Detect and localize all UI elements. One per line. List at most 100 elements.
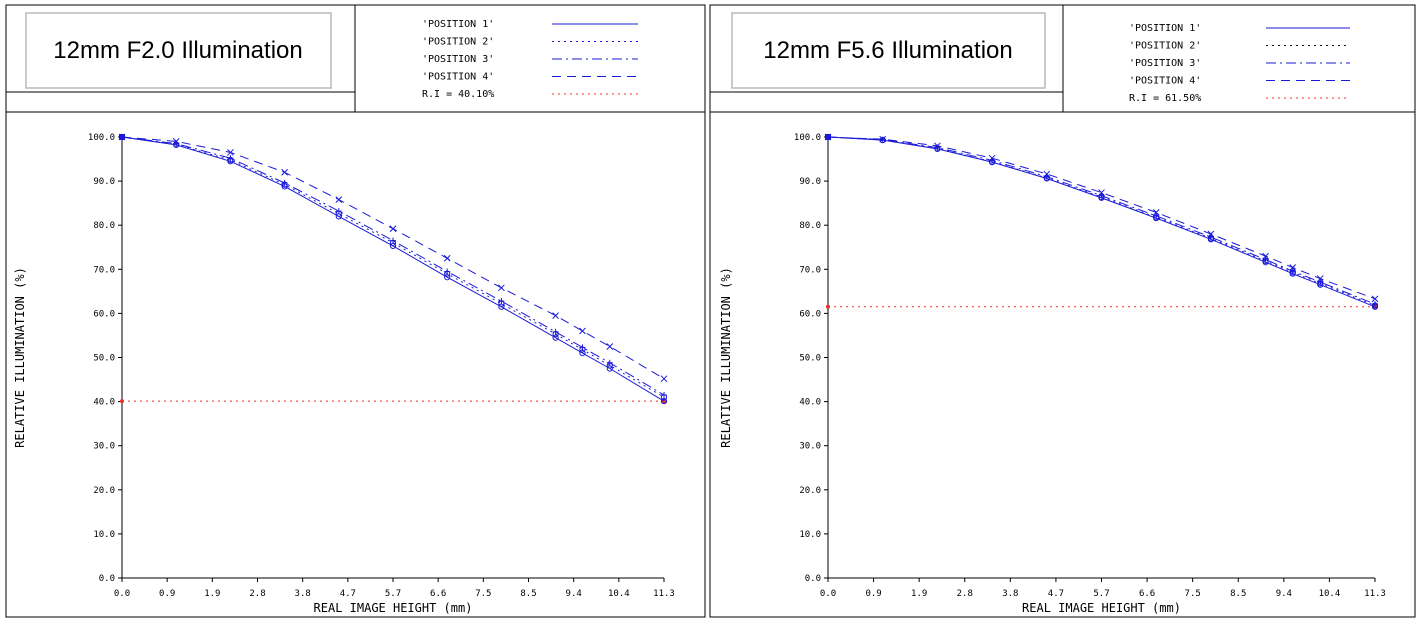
x-axis-label: REAL IMAGE HEIGHT (mm) [314, 601, 473, 615]
legend: 'POSITION 1' 'POSITION 2' 'POSITION 3' 'POS… [422, 19, 638, 100]
x-tick-label: 6.6 [1139, 589, 1155, 599]
chart-title: 12mm F5.6 Illumination [763, 37, 1012, 64]
data-point [661, 391, 667, 398]
data-point [1098, 189, 1105, 196]
x-tick-label: 0.0 [820, 589, 836, 599]
x-tick-label: 11.3 [1364, 589, 1386, 599]
y-tick-label: 0.0 [99, 574, 115, 584]
data-point [606, 359, 613, 366]
data-point [606, 343, 614, 350]
y-tick-label: 100.0 [794, 133, 821, 143]
x-tick-label: 8.5 [1230, 589, 1246, 599]
data-point [335, 196, 343, 203]
plot-area: 0.0 10.0 20.0 30.0 40.0 50.0 60.0 70.0 80.0 90.0 1… [13, 133, 675, 615]
data-point [552, 312, 559, 319]
x-tick-label: 0.0 [114, 589, 130, 599]
x-tick-label: 4.7 [340, 589, 356, 599]
legend-label: R.I = 40.10% [422, 89, 494, 100]
data-point [444, 268, 451, 275]
legend-label: 'POSITION 3' [422, 54, 494, 65]
data-point [579, 349, 586, 357]
y-tick-label: 40.0 [799, 398, 821, 408]
origin-marker [119, 134, 125, 140]
x-tick-label: 9.4 [566, 589, 582, 599]
series-line-3 [827, 136, 1376, 305]
data-point [227, 149, 234, 156]
data-point [498, 284, 505, 292]
data-point [1098, 192, 1105, 199]
legend-label: 'POSITION 2' [422, 37, 494, 48]
y-tick-label: 10.0 [799, 530, 821, 540]
y-tick-label: 90.0 [799, 177, 821, 187]
data-point [227, 155, 234, 162]
series-line-4 [121, 136, 665, 380]
y-tick-label: 10.0 [93, 530, 115, 540]
y-tick-label: 70.0 [93, 265, 115, 275]
data-point [988, 154, 996, 162]
x-axis-label: REAL IMAGE HEIGHT (mm) [1022, 601, 1181, 615]
x-tick-label: 5.7 [385, 589, 401, 599]
y-tick-label: 20.0 [799, 486, 821, 496]
legend-label: 'POSITION 3' [1129, 58, 1201, 69]
y-tick-label: 30.0 [93, 442, 115, 452]
data-point [1043, 170, 1051, 178]
legend-label: 'POSITION 1' [1129, 23, 1201, 34]
y-tick-label: 50.0 [799, 354, 821, 364]
x-tick-label: 6.6 [430, 589, 446, 599]
data-point [1317, 279, 1324, 286]
y-axis-label: RELATIVE ILLUMINATION (%) [719, 267, 733, 448]
x-tick-label: 3.8 [1002, 589, 1018, 599]
legend-label: R.I = 61.50% [1129, 93, 1201, 104]
x-tick-label: 8.5 [520, 589, 536, 599]
data-point [1262, 256, 1269, 263]
x-tick-label: 4.7 [1048, 589, 1064, 599]
x-tick-label: 0.9 [159, 589, 175, 599]
y-tick-label: 80.0 [93, 221, 115, 231]
y-tick-label: 30.0 [799, 442, 821, 452]
series-line-2 [827, 136, 1376, 306]
series-line-1 [827, 136, 1376, 308]
data-point [1289, 264, 1297, 271]
title-box [25, 12, 332, 89]
y-tick-label: 70.0 [799, 265, 821, 275]
x-tick-label: 2.8 [249, 589, 265, 599]
x-tick-label: 10.4 [1319, 589, 1341, 599]
x-tick-label: 7.5 [1185, 589, 1201, 599]
data-point [660, 375, 668, 383]
y-tick-label: 90.0 [93, 177, 115, 187]
x-tick-label: 0.9 [865, 589, 881, 599]
data-point [498, 298, 505, 305]
y-tick-label: 50.0 [93, 354, 115, 364]
x-tick-label: 5.7 [1093, 589, 1109, 599]
series-line-3 [121, 136, 665, 396]
ri-start-marker [120, 399, 124, 404]
data-point [335, 208, 342, 215]
data-point [389, 225, 397, 233]
y-tick-label: 0.0 [805, 574, 821, 584]
data-point [172, 138, 180, 145]
data-point [498, 303, 505, 310]
x-tick-label: 11.3 [653, 589, 675, 599]
data-point [1316, 275, 1324, 282]
data-point [444, 274, 451, 281]
data-point [1289, 268, 1296, 275]
x-tick-label: 9.4 [1276, 589, 1292, 599]
data-point [281, 168, 288, 176]
y-tick-label: 80.0 [799, 221, 821, 231]
ri-start-marker [826, 304, 830, 309]
x-tick-label: 1.9 [204, 589, 220, 599]
chart-title: 12mm F2.0 Illumination [53, 37, 302, 64]
x-tick-label: 2.8 [957, 589, 973, 599]
x-tick-label: 1.9 [911, 589, 927, 599]
series-line-1 [121, 136, 665, 402]
data-point [1152, 209, 1160, 216]
y-axis-label: RELATIVE ILLUMINATION (%) [13, 267, 27, 448]
legend-label: 'POSITION 2' [1129, 41, 1201, 52]
data-point [552, 334, 559, 341]
data-point [1207, 230, 1215, 238]
data-point [1207, 234, 1214, 241]
legend-label: 'POSITION 1' [422, 19, 494, 30]
panel-f2: 12mm F2.0 Illumination 'POSITION 1' 'POSI… [5, 4, 706, 618]
data-point [443, 254, 451, 262]
